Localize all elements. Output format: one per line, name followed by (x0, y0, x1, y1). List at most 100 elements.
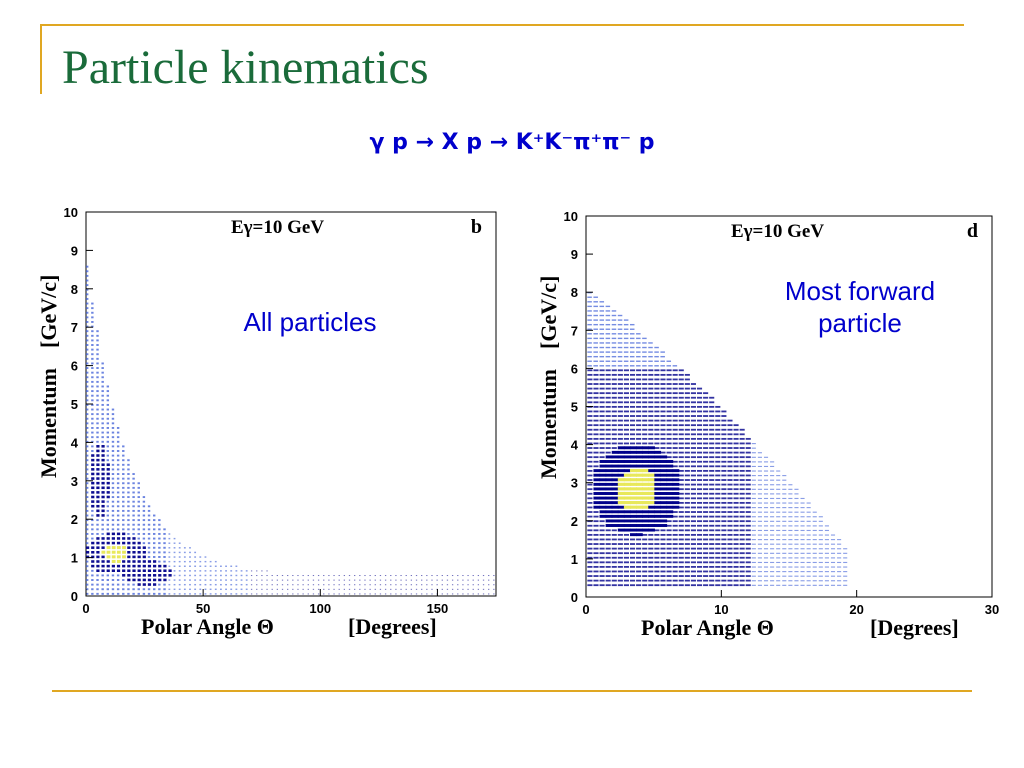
histogram-bin (666, 510, 674, 514)
histogram-bin (374, 584, 376, 586)
histogram-bin (757, 516, 762, 518)
histogram-bin (666, 473, 674, 477)
histogram-bin (629, 351, 635, 353)
histogram-bin (733, 456, 739, 459)
histogram-bin (703, 561, 709, 564)
histogram-bin (111, 473, 115, 475)
histogram-bin (837, 571, 842, 573)
histogram-bin (794, 543, 799, 545)
histogram-bin (690, 405, 696, 408)
histogram-bin (91, 390, 94, 393)
histogram-bin (587, 579, 593, 582)
histogram-bin (617, 378, 623, 381)
histogram-bin (636, 455, 643, 459)
histogram-bin (824, 571, 829, 573)
histogram-bin (800, 552, 805, 554)
histogram-bin (678, 415, 684, 417)
histogram-bin (648, 396, 654, 399)
histogram-bin (696, 483, 703, 486)
histogram-bin (763, 470, 769, 472)
histogram-bin (757, 543, 762, 545)
histogram-bin (709, 492, 715, 495)
histogram-bins (86, 265, 495, 595)
histogram-bin (605, 401, 611, 404)
histogram-bin (636, 528, 643, 532)
histogram-bin (763, 507, 769, 509)
histogram-bin (830, 539, 836, 541)
histogram-bin (96, 348, 99, 351)
histogram-bin (715, 552, 721, 555)
histogram-bin (593, 301, 598, 303)
histogram-bin (642, 538, 648, 541)
histogram-bin (599, 401, 605, 404)
histogram-bin (770, 488, 775, 490)
histogram-bin (788, 575, 793, 577)
histogram-bin (587, 328, 592, 330)
histogram-bin (477, 593, 480, 595)
histogram-bin (173, 565, 176, 567)
histogram-bin (636, 365, 641, 367)
histogram-bin (158, 578, 162, 582)
histogram-bin (91, 592, 94, 595)
histogram-bin (323, 574, 325, 577)
histogram-bin (605, 378, 611, 381)
histogram-bin (672, 505, 680, 509)
histogram-bin (782, 497, 787, 500)
histogram-bin (660, 401, 666, 404)
histogram-bin (91, 541, 95, 545)
histogram-bin (721, 533, 727, 536)
histogram-bin (101, 422, 104, 425)
histogram-bin (648, 579, 654, 582)
histogram-bin (776, 557, 781, 559)
histogram-bin (642, 437, 648, 440)
y-tick-label: 7 (71, 320, 78, 335)
histogram-bin (91, 362, 94, 365)
histogram-bin (106, 468, 110, 471)
histogram-bin (462, 574, 464, 577)
histogram-bin (818, 561, 823, 564)
histogram-bin (763, 488, 769, 490)
histogram-bin (111, 532, 115, 536)
histogram-bin (709, 415, 715, 417)
histogram-bin (703, 442, 709, 445)
histogram-bin (830, 571, 836, 573)
histogram-bin (751, 580, 756, 582)
histogram-bin (715, 410, 721, 413)
histogram-bin (654, 575, 660, 577)
histogram-bin (660, 410, 666, 413)
histogram-bin (733, 552, 739, 555)
histogram-bin (757, 539, 762, 541)
histogram-bin (666, 469, 674, 473)
histogram-bin (101, 371, 104, 374)
y-tick-label: 0 (71, 589, 78, 604)
histogram-bin (721, 428, 727, 431)
histogram-bin (91, 546, 95, 549)
histogram-bin (587, 552, 593, 555)
histogram-bin (629, 450, 637, 454)
histogram-bin (709, 460, 715, 463)
histogram-bin (96, 399, 99, 402)
histogram-bin (599, 410, 605, 413)
histogram-bin (690, 538, 696, 541)
histogram-bin (629, 346, 635, 349)
histogram-bin (818, 571, 823, 573)
histogram-bin (189, 560, 191, 563)
histogram-bin (733, 520, 739, 523)
histogram-bin (111, 541, 115, 545)
x-tick-label: 20 (849, 602, 863, 617)
histogram-bin (101, 550, 106, 554)
histogram-bin (220, 583, 222, 586)
histogram-bin (757, 571, 762, 573)
histogram-bin (818, 584, 823, 586)
histogram-bin (654, 433, 660, 436)
histogram-bin (593, 437, 599, 440)
histogram-bin (721, 506, 727, 509)
histogram-bin (158, 523, 161, 526)
histogram-bin (421, 588, 423, 590)
histogram-bin (400, 593, 402, 595)
histogram-bin (696, 529, 703, 532)
histogram-bin (751, 516, 756, 518)
histogram-bin (158, 542, 161, 545)
chart-annotation: Most forward particle (785, 276, 935, 338)
histogram-bin (111, 459, 115, 462)
